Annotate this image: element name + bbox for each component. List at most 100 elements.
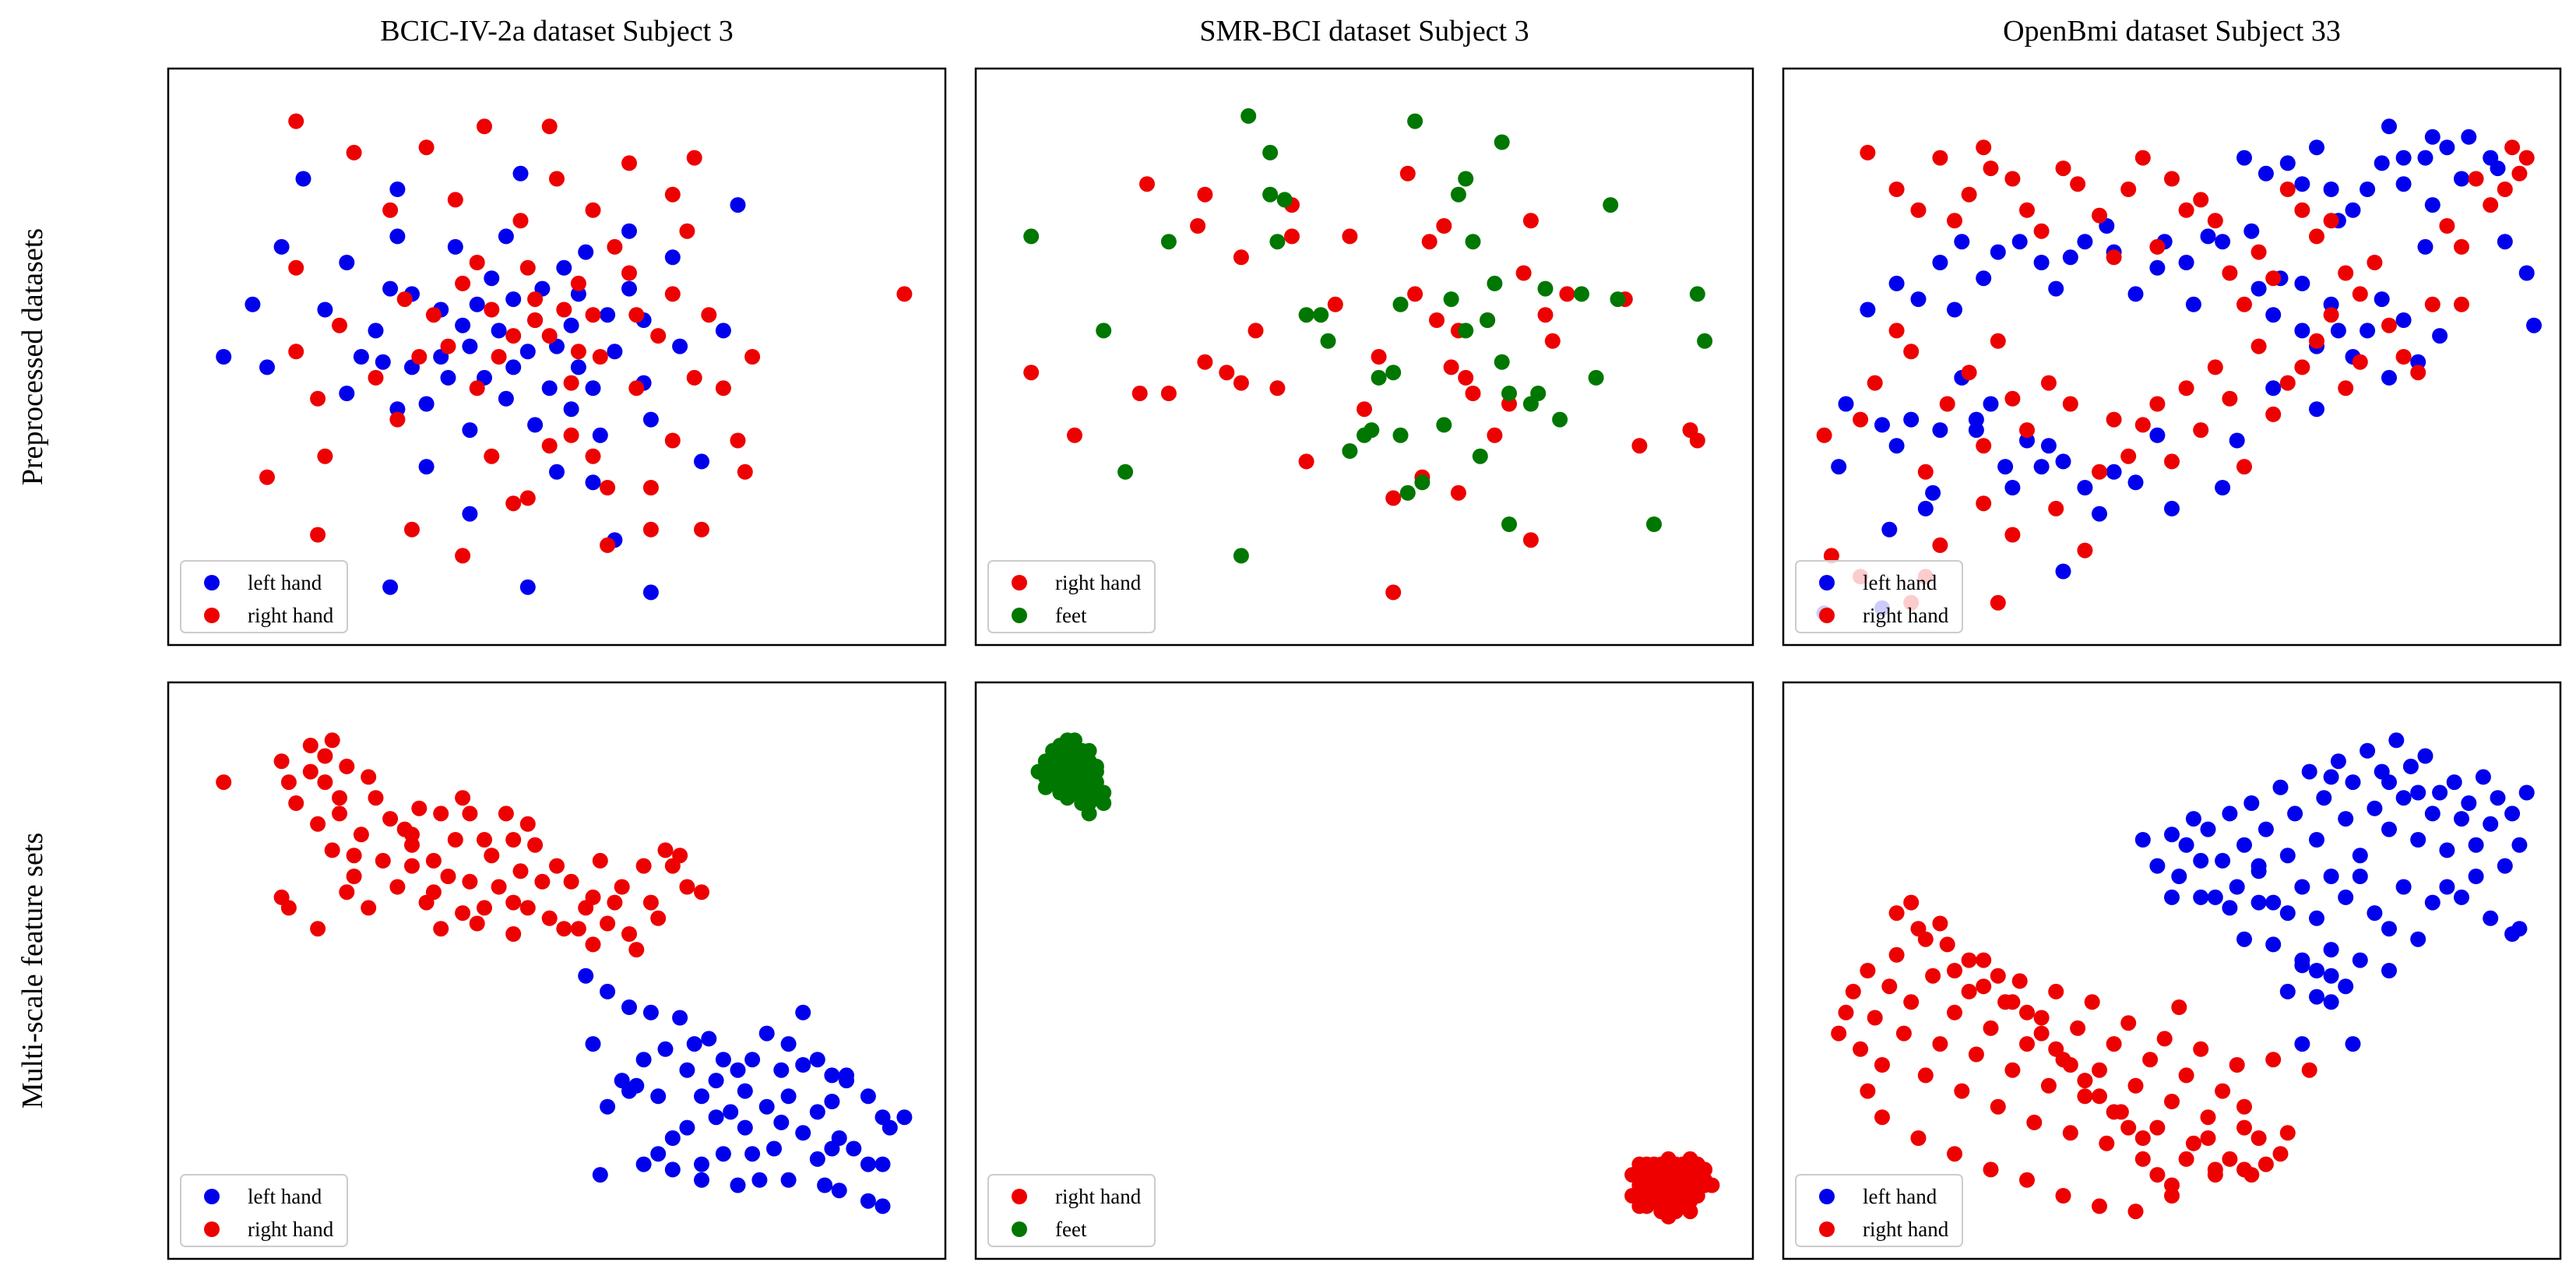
data-point — [2200, 1109, 2216, 1126]
series-left-hand — [2134, 732, 2535, 1052]
data-point — [896, 1109, 913, 1126]
data-point — [650, 910, 667, 926]
data-point — [2330, 323, 2346, 339]
data-point — [2265, 270, 2282, 287]
data-point — [541, 118, 558, 135]
data-point — [2265, 1052, 2282, 1068]
data-point — [1888, 946, 1905, 963]
data-point — [462, 506, 478, 522]
data-point — [477, 832, 492, 848]
data-point — [1903, 894, 1920, 911]
data-point — [1983, 396, 1999, 412]
data-point — [1197, 186, 1213, 203]
data-point — [1947, 963, 1962, 978]
data-point — [2164, 827, 2180, 843]
data-point — [1910, 1130, 1927, 1146]
data-point — [534, 873, 551, 890]
data-point — [2511, 921, 2528, 937]
data-point — [469, 296, 485, 312]
data-point — [715, 323, 731, 339]
data-point — [1472, 448, 1488, 464]
data-point — [607, 344, 623, 360]
data-point — [469, 915, 485, 932]
column-titles: BCIC-IV-2a dataset Subject 3 SMR-BCI data… — [380, 15, 2341, 48]
data-point — [1932, 537, 1948, 553]
data-point — [1364, 422, 1380, 439]
data-point — [1160, 234, 1177, 250]
data-point — [1067, 427, 1082, 443]
data-point — [346, 848, 362, 864]
data-point — [585, 202, 601, 218]
data-point — [2092, 1198, 2107, 1214]
data-point — [664, 286, 681, 302]
data-point — [1544, 333, 1561, 349]
data-point — [2250, 280, 2267, 297]
data-point — [404, 521, 420, 538]
data-point — [1939, 936, 1955, 953]
data-point — [875, 1156, 891, 1172]
data-point — [2250, 894, 2267, 911]
data-point — [280, 774, 297, 791]
data-point — [657, 842, 674, 858]
data-point — [686, 1036, 702, 1052]
data-point — [361, 769, 377, 785]
data-point — [2526, 317, 2542, 333]
data-point — [1197, 354, 1213, 370]
data-point — [1067, 769, 1082, 785]
data-point — [245, 296, 261, 312]
data-point — [694, 1172, 709, 1188]
legend-label: left hand — [1863, 571, 1937, 594]
data-point — [1947, 213, 1962, 229]
data-point — [1697, 333, 1713, 349]
data-point — [2316, 790, 2332, 806]
data-point — [2345, 202, 2361, 218]
data-point — [512, 165, 529, 182]
data-point — [505, 328, 522, 344]
data-point — [2127, 1204, 2144, 1220]
data-point — [2048, 280, 2064, 297]
data-point — [1831, 1025, 1847, 1042]
data-point — [780, 1088, 797, 1105]
data-point — [1342, 443, 1358, 459]
data-point — [2164, 889, 2180, 905]
data-point — [570, 921, 586, 937]
data-point — [433, 805, 449, 822]
data-point — [477, 118, 492, 135]
data-point — [1494, 134, 1510, 150]
data-point — [1357, 401, 1372, 418]
plot-frame — [1782, 67, 2562, 647]
data-point — [1917, 931, 1934, 947]
data-point — [2004, 1062, 2021, 1078]
data-point — [2483, 816, 2499, 832]
data-point — [2490, 790, 2506, 806]
row-label: Multi-scale feature sets — [16, 833, 49, 1109]
data-point — [310, 390, 326, 407]
data-point — [353, 827, 369, 843]
data-point — [1895, 1025, 1912, 1042]
data-point — [2294, 176, 2310, 192]
data-point — [2424, 805, 2441, 822]
data-point — [2497, 234, 2513, 250]
data-point — [1458, 369, 1474, 386]
data-point — [585, 1036, 601, 1052]
data-point — [642, 894, 659, 911]
data-point — [585, 380, 601, 397]
data-point — [2222, 805, 2238, 822]
data-point — [1269, 380, 1286, 397]
data-point — [2149, 259, 2166, 276]
data-point — [2062, 1057, 2078, 1073]
data-point — [1501, 386, 1517, 401]
data-point — [382, 579, 399, 595]
data-point — [462, 338, 478, 354]
data-point — [2323, 307, 2339, 323]
data-point — [1682, 1204, 1698, 1220]
data-point — [2040, 1077, 2057, 1094]
data-point — [2033, 459, 2050, 475]
plot-frame — [974, 681, 1754, 1260]
data-point — [2323, 994, 2339, 1010]
data-point — [1487, 275, 1503, 291]
data-point — [1682, 1151, 1698, 1167]
data-point — [686, 150, 702, 166]
data-point — [744, 349, 761, 365]
data-point — [621, 223, 637, 239]
